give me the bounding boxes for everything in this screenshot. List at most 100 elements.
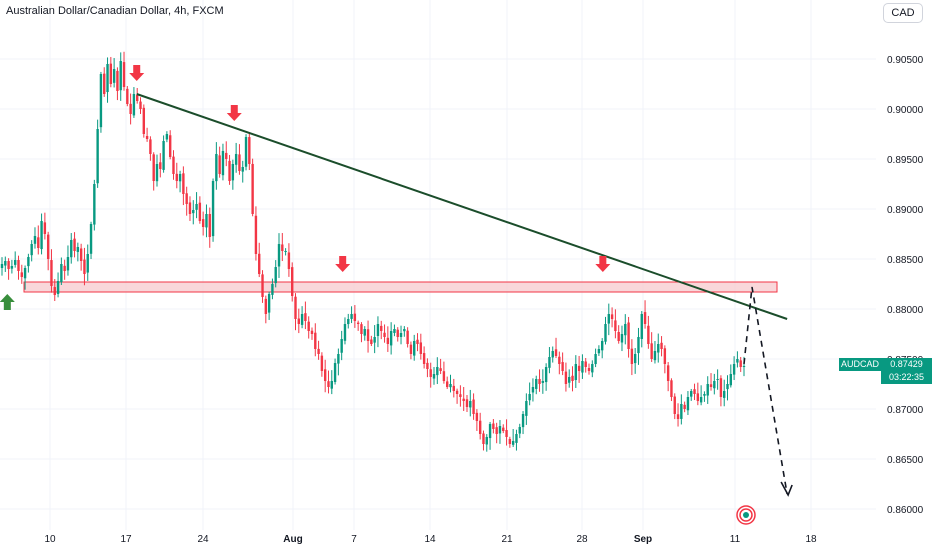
candle: [258, 242, 261, 278]
x-tick-label: 14: [424, 534, 436, 545]
candle: [126, 86, 129, 107]
candle: [577, 355, 581, 383]
candle-body: [568, 377, 571, 383]
candle-body: [703, 394, 706, 396]
candle-body: [136, 94, 139, 101]
candle-body: [215, 154, 218, 182]
candle-body: [723, 391, 726, 398]
candle: [297, 308, 300, 334]
candle-body: [76, 247, 80, 252]
x-tick-label: 28: [576, 534, 588, 545]
candle: [597, 345, 601, 356]
x-tick-label: 7: [351, 534, 357, 545]
y-tick-label: 0.86500: [887, 455, 924, 466]
down-arrow-icon: [226, 105, 242, 121]
candle: [10, 259, 14, 274]
candle: [571, 366, 574, 392]
candle: [389, 322, 393, 355]
candle: [686, 391, 690, 415]
candle: [663, 345, 667, 374]
candle-body: [46, 234, 50, 259]
candle: [696, 382, 700, 406]
candle-body: [198, 202, 202, 221]
candle: [201, 211, 205, 236]
candle: [723, 379, 726, 407]
bar-countdown: 03:22:35: [881, 371, 932, 384]
candle: [122, 51, 126, 91]
projection-path: [743, 286, 788, 495]
candle: [713, 373, 716, 395]
x-tick-label: Aug: [283, 534, 302, 545]
candle-body: [498, 426, 502, 434]
annotation-arrows: [0, 65, 611, 310]
candle: [145, 127, 149, 142]
chart-axes: 0.90500 0.90000 0.89500 0.89000 0.88500 0.880…: [44, 55, 923, 545]
candle: [307, 316, 310, 339]
candle-body: [551, 351, 554, 358]
tradingview-logo-icon[interactable]: [736, 505, 756, 525]
candle: [673, 393, 676, 420]
candle: [469, 389, 472, 417]
candle: [729, 364, 733, 388]
candle: [330, 370, 333, 395]
x-tick-label: 11: [730, 534, 741, 545]
candle: [350, 306, 353, 324]
candle-body: [617, 332, 620, 341]
candle-body: [172, 156, 175, 174]
candle-body: [620, 334, 624, 343]
candle: [607, 303, 610, 336]
y-tick-label: 0.90500: [887, 55, 924, 66]
candle-body: [528, 394, 531, 401]
candle: [320, 352, 324, 377]
candle-body: [432, 374, 436, 379]
candle: [149, 136, 152, 161]
candle-body: [446, 381, 449, 387]
candle-body: [142, 107, 146, 134]
candle-body: [640, 314, 643, 339]
candle: [366, 320, 370, 353]
candle-body: [175, 173, 178, 181]
candle: [228, 154, 231, 185]
candle-body: [541, 381, 545, 383]
candle-body: [716, 379, 719, 380]
candle: [241, 160, 244, 183]
candle: [518, 423, 521, 439]
candle: [610, 307, 614, 328]
candle: [432, 367, 436, 385]
candle-body: [393, 329, 396, 333]
candle-body: [403, 329, 406, 332]
candle: [20, 264, 23, 284]
candle: [300, 306, 304, 329]
candle-body: [577, 365, 581, 371]
candle-body: [356, 322, 360, 324]
candle-body: [211, 181, 215, 237]
candle: [492, 419, 495, 434]
candle: [40, 213, 43, 255]
candle: [109, 56, 113, 88]
candle-body: [373, 337, 376, 343]
candle-body: [43, 222, 47, 234]
candle: [267, 291, 271, 320]
candle: [561, 352, 564, 376]
candle-body: [27, 257, 30, 267]
candle-body: [277, 244, 281, 267]
candle-body: [666, 365, 670, 381]
candle-body: [699, 397, 703, 403]
candle-body: [7, 260, 10, 269]
candle: [380, 320, 383, 340]
candle-body: [729, 374, 733, 386]
candle-body: [23, 268, 27, 279]
candle: [175, 162, 178, 189]
candle: [383, 324, 386, 343]
candle: [478, 412, 482, 440]
candle-body: [149, 139, 152, 154]
candle-body: [333, 363, 337, 383]
candle: [327, 370, 330, 394]
candle-body: [337, 354, 340, 364]
candle: [218, 146, 221, 178]
candle: [624, 314, 627, 345]
currency-button[interactable]: CAD: [883, 3, 923, 23]
candle: [584, 357, 587, 373]
down-arrow-icon: [335, 256, 351, 272]
